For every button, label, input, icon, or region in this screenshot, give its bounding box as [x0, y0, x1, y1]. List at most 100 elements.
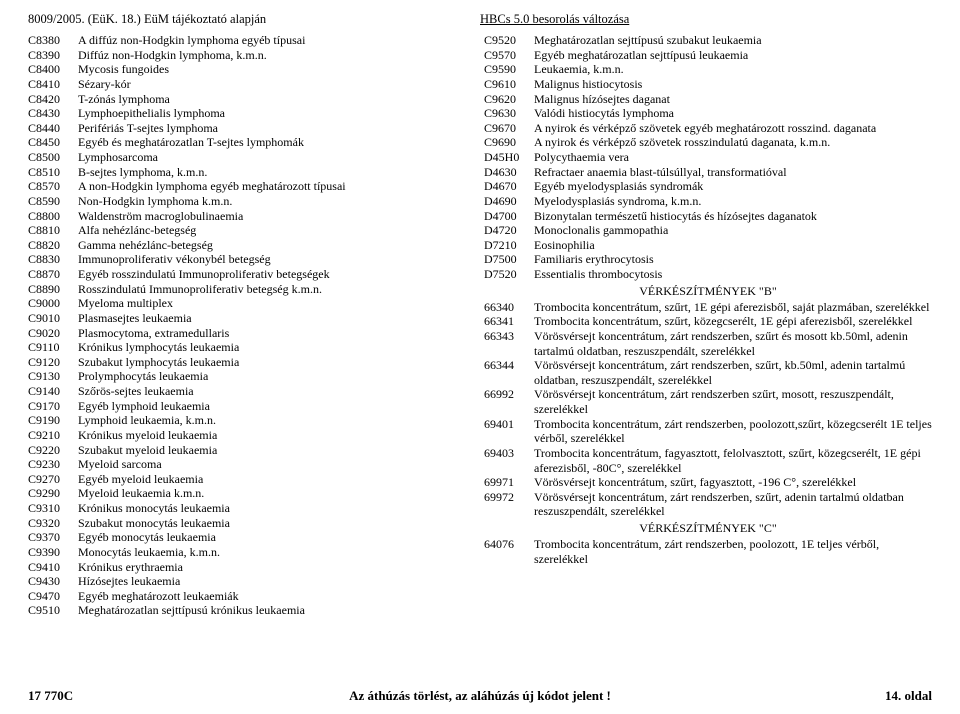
code-cell: C9620	[484, 92, 534, 107]
desc-cell: Vörösvérsejt koncentrátum, zárt rendszer…	[534, 358, 932, 387]
desc-cell: Polycythaemia vera	[534, 150, 932, 165]
code-row: 66344Vörösvérsejt koncentrátum, zárt ren…	[484, 358, 932, 387]
code-row: C9590Leukaemia, k.m.n.	[484, 62, 932, 77]
code-cell: C9230	[28, 457, 78, 472]
code-cell: C8380	[28, 33, 78, 48]
desc-cell: Valódi histiocytás lymphoma	[534, 106, 932, 121]
code-cell: C9510	[28, 603, 78, 618]
desc-cell: Lymphosarcoma	[78, 150, 476, 165]
code-row: C8440Perifériás T-sejtes lymphoma	[28, 121, 476, 136]
code-row: 69971Vörösvérsejt koncentrátum, szűrt, f…	[484, 475, 932, 490]
code-cell: D4630	[484, 165, 534, 180]
code-row: C9020Plasmocytoma, extramedullaris	[28, 326, 476, 341]
code-row: C8800Waldenström macroglobulinaemia	[28, 209, 476, 224]
code-cell: C8590	[28, 194, 78, 209]
right-column: C9520Meghatározatlan sejttípusú szubakut…	[484, 33, 932, 618]
code-row: D7500Familiaris erythrocytosis	[484, 252, 932, 267]
code-row: C8820Gamma nehézlánc-betegség	[28, 238, 476, 253]
code-cell: D4720	[484, 223, 534, 238]
code-cell: C8800	[28, 209, 78, 224]
desc-cell: Plasmocytoma, extramedullaris	[78, 326, 476, 341]
section-title-c: VÉRKÉSZÍTMÉNYEK "C"	[484, 521, 932, 536]
desc-cell: Szubakut monocytás leukaemia	[78, 516, 476, 531]
code-row: C9140Szőrös-sejtes leukaemia	[28, 384, 476, 399]
header-right: HBCs 5.0 besorolás változása	[480, 12, 932, 27]
code-cell: 66992	[484, 387, 534, 402]
desc-cell: Perifériás T-sejtes lymphoma	[78, 121, 476, 136]
code-cell: C8570	[28, 179, 78, 194]
code-row: 66341Trombocita koncentrátum, szűrt, köz…	[484, 314, 932, 329]
desc-cell: Immunoproliferativ vékonybél betegség	[78, 252, 476, 267]
code-row: 66340Trombocita koncentrátum, szűrt, 1E …	[484, 300, 932, 315]
code-row: 66343Vörösvérsejt koncentrátum, zárt ren…	[484, 329, 932, 358]
code-cell: 69971	[484, 475, 534, 490]
code-row: C8510B-sejtes lymphoma, k.m.n.	[28, 165, 476, 180]
left-column: C8380A diffúz non-Hodgkin lymphoma egyéb…	[28, 33, 476, 618]
code-cell: D7210	[484, 238, 534, 253]
desc-cell: Plasmasejtes leukaemia	[78, 311, 476, 326]
code-cell: C8890	[28, 282, 78, 297]
code-row: C9520Meghatározatlan sejttípusú szubakut…	[484, 33, 932, 48]
desc-cell: Myeloid sarcoma	[78, 457, 476, 472]
desc-cell: Hízósejtes leukaemia	[78, 574, 476, 589]
desc-cell: A nyirok és vérképző szövetek rosszindul…	[534, 135, 932, 150]
desc-cell: Egyéb myelodysplasiás syndromák	[534, 179, 932, 194]
desc-cell: Malignus hízósejtes daganat	[534, 92, 932, 107]
content-columns: C8380A diffúz non-Hodgkin lymphoma egyéb…	[28, 33, 932, 618]
desc-cell: Egyéb és meghatározatlan T-sejtes lympho…	[78, 135, 476, 150]
code-cell: C8430	[28, 106, 78, 121]
desc-cell: Lymphoepithelialis lymphoma	[78, 106, 476, 121]
code-cell: C9520	[484, 33, 534, 48]
code-cell: C9430	[28, 574, 78, 589]
code-row: C8390Diffúz non-Hodgkin lymphoma, k.m.n.	[28, 48, 476, 63]
code-cell: 69972	[484, 490, 534, 505]
code-cell: C9190	[28, 413, 78, 428]
desc-cell: Leukaemia, k.m.n.	[534, 62, 932, 77]
code-row: C9630Valódi histiocytás lymphoma	[484, 106, 932, 121]
code-row: C9000Myeloma multiplex	[28, 296, 476, 311]
code-cell: C9320	[28, 516, 78, 531]
desc-cell: Malignus histiocytosis	[534, 77, 932, 92]
code-cell: C9020	[28, 326, 78, 341]
desc-cell: Vörösvérsejt koncentrátum, zárt rendszer…	[534, 387, 932, 416]
code-cell: C9210	[28, 428, 78, 443]
desc-cell: Lymphoid leukaemia, k.m.n.	[78, 413, 476, 428]
code-row: C9610Malignus histiocytosis	[484, 77, 932, 92]
desc-cell: Trombocita koncentrátum, zárt rendszerbe…	[534, 537, 932, 566]
code-row: C9390Monocytás leukaemia, k.m.n.	[28, 545, 476, 560]
code-cell: D7520	[484, 267, 534, 282]
code-row: C9320Szubakut monocytás leukaemia	[28, 516, 476, 531]
desc-cell: A non-Hodgkin lymphoma egyéb meghatározo…	[78, 179, 476, 194]
code-cell: D7500	[484, 252, 534, 267]
code-row: C9310Krónikus monocytás leukaemia	[28, 501, 476, 516]
code-cell: C8450	[28, 135, 78, 150]
desc-cell: Monocytás leukaemia, k.m.n.	[78, 545, 476, 560]
code-cell: 69401	[484, 417, 534, 432]
code-row: C9130Prolymphocytás leukaemia	[28, 369, 476, 384]
code-row: C8830Immunoproliferativ vékonybél betegs…	[28, 252, 476, 267]
code-cell: C9590	[484, 62, 534, 77]
code-cell: C8500	[28, 150, 78, 165]
code-row: D4700Bizonytalan természetű histiocytás …	[484, 209, 932, 224]
code-cell: C8390	[28, 48, 78, 63]
desc-cell: Essentialis thrombocytosis	[534, 267, 932, 282]
code-row: C9170Egyéb lymphoid leukaemia	[28, 399, 476, 414]
desc-cell: Rosszindulatú Immunoproliferativ betegsé…	[78, 282, 476, 297]
desc-cell: Myelodysplasiás syndroma, k.m.n.	[534, 194, 932, 209]
desc-cell: Vörösvérsejt koncentrátum, zárt rendszer…	[534, 490, 932, 519]
desc-cell: Krónikus myeloid leukaemia	[78, 428, 476, 443]
code-cell: C9140	[28, 384, 78, 399]
desc-cell: Vörösvérsejt koncentrátum, zárt rendszer…	[534, 329, 932, 358]
code-row: C9220Szubakut myeloid leukaemia	[28, 443, 476, 458]
code-row: C8400Mycosis fungoides	[28, 62, 476, 77]
desc-cell: Szőrös-sejtes leukaemia	[78, 384, 476, 399]
desc-cell: Meghatározatlan sejttípusú szubakut leuk…	[534, 33, 932, 48]
desc-cell: Trombocita koncentrátum, szűrt, 1E gépi …	[534, 300, 932, 315]
code-row: C9110Krónikus lymphocytás leukaemia	[28, 340, 476, 355]
desc-cell: Refractaer anaemia blast-túlsúllyal, tra…	[534, 165, 932, 180]
code-cell: C8820	[28, 238, 78, 253]
desc-cell: Vörösvérsejt koncentrátum, szűrt, fagyas…	[534, 475, 932, 490]
section-title-b: VÉRKÉSZÍTMÉNYEK "B"	[484, 284, 932, 299]
desc-cell: Diffúz non-Hodgkin lymphoma, k.m.n.	[78, 48, 476, 63]
code-row: 69972Vörösvérsejt koncentrátum, zárt ren…	[484, 490, 932, 519]
